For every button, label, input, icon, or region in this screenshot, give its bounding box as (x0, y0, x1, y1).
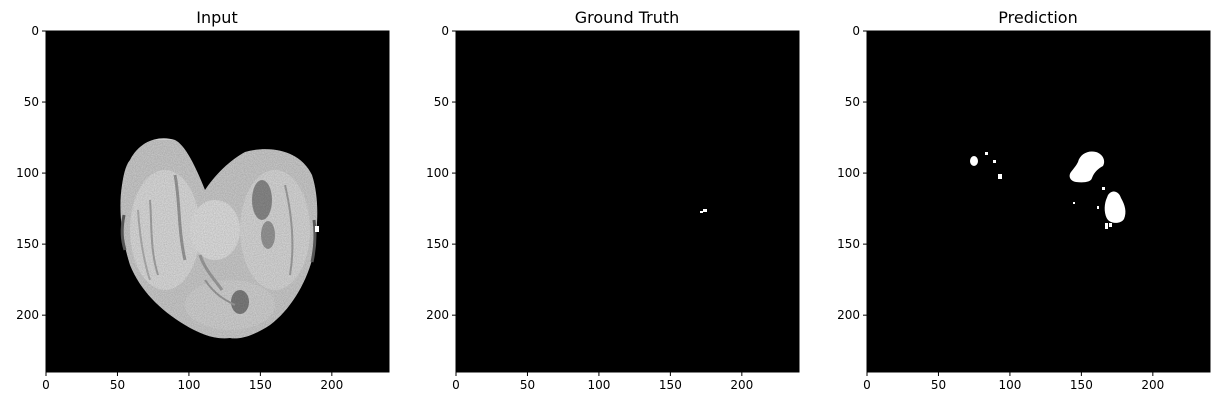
x-tick-label: 150 (249, 378, 272, 392)
y-tick-label: 100 (426, 166, 449, 180)
y-tick-label: 100 (16, 166, 39, 180)
y-tick-label: 0 (31, 24, 39, 38)
axes-frame (455, 30, 800, 373)
y-tick-label: 0 (441, 24, 449, 38)
x-tick-label: 100 (998, 378, 1021, 392)
y-tick-label: 50 (24, 95, 39, 109)
y-tick-label: 150 (837, 237, 860, 251)
panel-ground-truth (456, 31, 799, 372)
x-tick-label: 0 (42, 378, 50, 392)
prediction-mask (970, 151, 1126, 229)
x-tick-label: 200 (730, 378, 753, 392)
panel-input (46, 31, 389, 372)
x-tick-label: 200 (1141, 378, 1164, 392)
x-tick-label: 0 (863, 378, 871, 392)
image-area-ground-truth (456, 31, 799, 372)
y-tick-label: 150 (426, 237, 449, 251)
panel-prediction (867, 31, 1210, 372)
y-tick-label: 50 (845, 95, 860, 109)
x-tick-label: 150 (1070, 378, 1093, 392)
axes-frame (866, 30, 1211, 373)
image-area-prediction (867, 31, 1210, 372)
axes-prediction: 0 50 100 150 200 0 50 100 150 200 (837, 24, 1211, 392)
x-tick-label: 100 (587, 378, 610, 392)
y-tick-label: 100 (837, 166, 860, 180)
panel-title-ground-truth: Ground Truth (575, 8, 680, 27)
axes-layer: 0 50 100 150 200 0 50 100 150 200 0 50 100 150 200 0 50 1… (16, 24, 1211, 392)
x-tick-label: 50 (110, 378, 125, 392)
x-tick-label: 200 (320, 378, 343, 392)
axes-input: 0 50 100 150 200 0 50 100 150 200 (16, 24, 390, 392)
x-tick-label: 0 (452, 378, 460, 392)
y-tick-label: 200 (426, 308, 449, 322)
y-tick-label: 150 (16, 237, 39, 251)
y-tick-label: 50 (434, 95, 449, 109)
x-tick-label: 50 (520, 378, 535, 392)
y-tick-label: 200 (837, 308, 860, 322)
ground-truth-mask (700, 209, 707, 213)
y-tick-label: 200 (16, 308, 39, 322)
y-tick-label: 0 (852, 24, 860, 38)
panel-title-prediction: Prediction (998, 8, 1077, 27)
x-tick-label: 100 (177, 378, 200, 392)
panel-title-input: Input (196, 8, 237, 27)
x-tick-label: 150 (659, 378, 682, 392)
axes-frame (45, 30, 390, 373)
axes-ground-truth: 0 50 100 150 200 0 50 100 150 200 (426, 24, 800, 392)
x-tick-label: 50 (931, 378, 946, 392)
